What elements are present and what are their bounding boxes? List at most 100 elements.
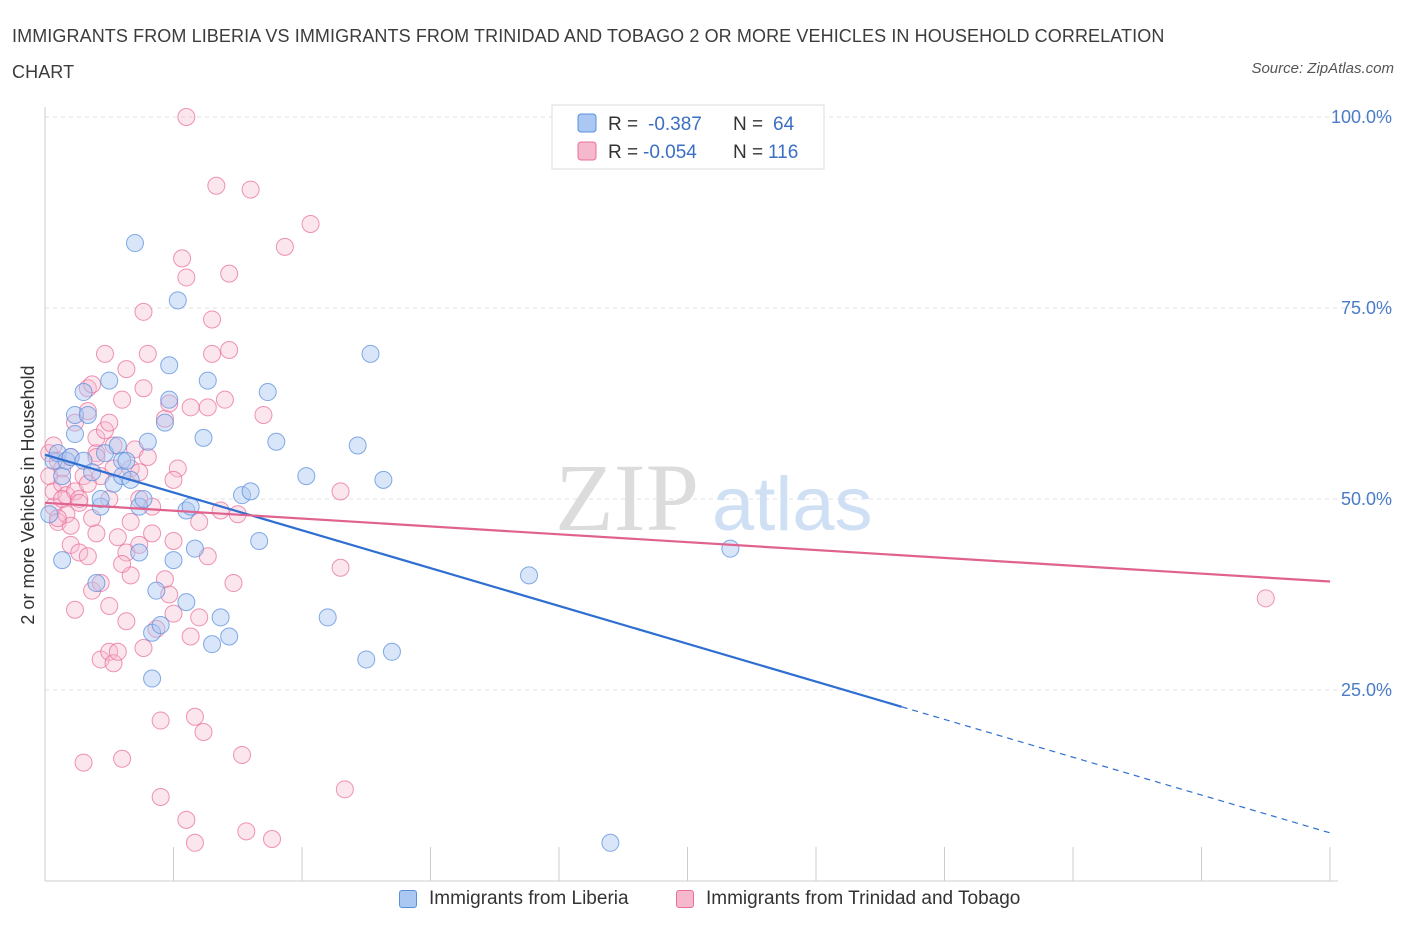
legend-label-liberia: Immigrants from Liberia: [429, 888, 629, 909]
trinidad-point: [108, 528, 127, 547]
liberia-point: [53, 467, 72, 486]
trinidad-point: [143, 524, 162, 543]
trinidad-point: [134, 638, 153, 657]
trinidad-point: [91, 574, 110, 593]
trend-lines: [44, 453, 1331, 834]
trinidad-point: [130, 535, 149, 554]
liberia-point: [233, 486, 252, 505]
trinidad-point: [134, 379, 153, 398]
legend-n-value: 64: [773, 114, 795, 135]
liberia-point: [91, 490, 110, 508]
trinidad-point: [215, 390, 234, 409]
trinidad-trend-line: [44, 501, 1331, 583]
legend-label-trinidad: Immigrants from Trinidad and Tobago: [706, 888, 1021, 909]
trinidad-point: [203, 310, 222, 329]
trinidad-point: [177, 108, 196, 126]
series-legend: Immigrants from Liberia Immigrants from …: [0, 888, 1406, 918]
liberia-point: [155, 413, 174, 432]
trinidad-point: [134, 302, 153, 321]
y-tick-label: 25.0%: [1341, 680, 1392, 700]
trinidad-point: [113, 749, 132, 768]
trinidad-point: [220, 264, 239, 283]
trinidad-point: [331, 482, 350, 501]
liberia-point: [250, 532, 269, 551]
trinidad-point: [190, 608, 209, 627]
liberia-point: [147, 581, 166, 600]
liberia-point: [520, 566, 539, 585]
liberia-point: [78, 405, 97, 424]
liberia-point: [258, 383, 277, 402]
trinidad-point: [181, 627, 200, 646]
trinidad-point: [48, 509, 67, 528]
legend-r-label: R =: [608, 114, 638, 135]
trinidad-point: [335, 780, 354, 799]
legend-swatch-trinidad: [676, 890, 694, 908]
trinidad-point: [164, 470, 183, 489]
legend-n-label: N =: [733, 114, 763, 135]
trinidad-point: [104, 654, 123, 673]
liberia-point: [134, 490, 153, 508]
trinidad-point: [173, 249, 192, 268]
liberia-point: [198, 371, 217, 390]
liberia-point: [130, 543, 149, 562]
liberia-point: [125, 234, 144, 253]
trinidad-point: [203, 344, 222, 363]
trinidad-point: [263, 829, 282, 848]
liberia-point: [151, 616, 170, 635]
liberia-point: [361, 344, 380, 363]
liberia-trend-extension: [901, 706, 1331, 834]
liberia-point: [721, 539, 740, 558]
trinidad-point: [181, 398, 200, 417]
trinidad-point: [117, 360, 136, 379]
trinidad-point: [100, 596, 119, 615]
liberia-point: [220, 627, 239, 646]
trinidad-point: [74, 753, 93, 772]
liberia-point: [203, 635, 222, 654]
trinidad-point: [138, 447, 157, 466]
watermark-zip: ZIP: [555, 444, 699, 551]
liberia-point: [318, 608, 337, 627]
trinidad-point: [164, 532, 183, 551]
legend-n-label: N =: [733, 142, 763, 163]
trinidad-point: [177, 810, 196, 829]
trinidad-point: [168, 459, 187, 478]
liberia-point: [241, 482, 260, 501]
liberia-point: [40, 505, 59, 524]
y-tick-label: 100.0%: [1331, 107, 1392, 127]
liberia-point: [160, 356, 179, 375]
liberia-point: [357, 650, 376, 669]
trinidad-point: [185, 707, 204, 726]
liberia-point: [168, 291, 187, 310]
trinidad-point: [185, 833, 204, 852]
trinidad-point: [198, 398, 217, 417]
liberia-point: [164, 551, 183, 570]
liberia-point: [143, 669, 162, 688]
trinidad-point: [87, 524, 106, 543]
trinidad-point: [190, 512, 209, 531]
trinidad-point: [331, 558, 350, 577]
liberia-point: [267, 432, 286, 451]
liberia-point: [194, 428, 213, 447]
liberia-point: [65, 405, 84, 424]
trinidad-point: [151, 787, 170, 806]
trinidad-point: [254, 405, 273, 424]
trinidad-point: [194, 723, 213, 742]
stats-legend: R = -0.387 N = 64 R = -0.054 N = 116: [551, 104, 825, 170]
liberia-point: [100, 371, 119, 390]
trinidad-point: [121, 512, 140, 531]
legend-swatch-liberia: [399, 890, 417, 908]
trinidad-point: [233, 745, 252, 764]
trinidad-point: [95, 344, 114, 363]
legend-n-value: 116: [768, 142, 798, 163]
liberia-point: [108, 436, 127, 455]
liberia-point: [65, 425, 84, 444]
trinidad-point: [70, 493, 89, 512]
grid-lines: [45, 116, 1390, 691]
liberia-point: [87, 574, 106, 593]
trinidad-point: [100, 413, 119, 432]
legend-item-trinidad: Immigrants from Trinidad and Tobago: [676, 888, 1020, 910]
liberia-point: [74, 383, 93, 402]
trinidad-point: [220, 341, 239, 360]
legend-swatch-liberia: [577, 113, 597, 133]
trinidad-point: [65, 600, 84, 619]
